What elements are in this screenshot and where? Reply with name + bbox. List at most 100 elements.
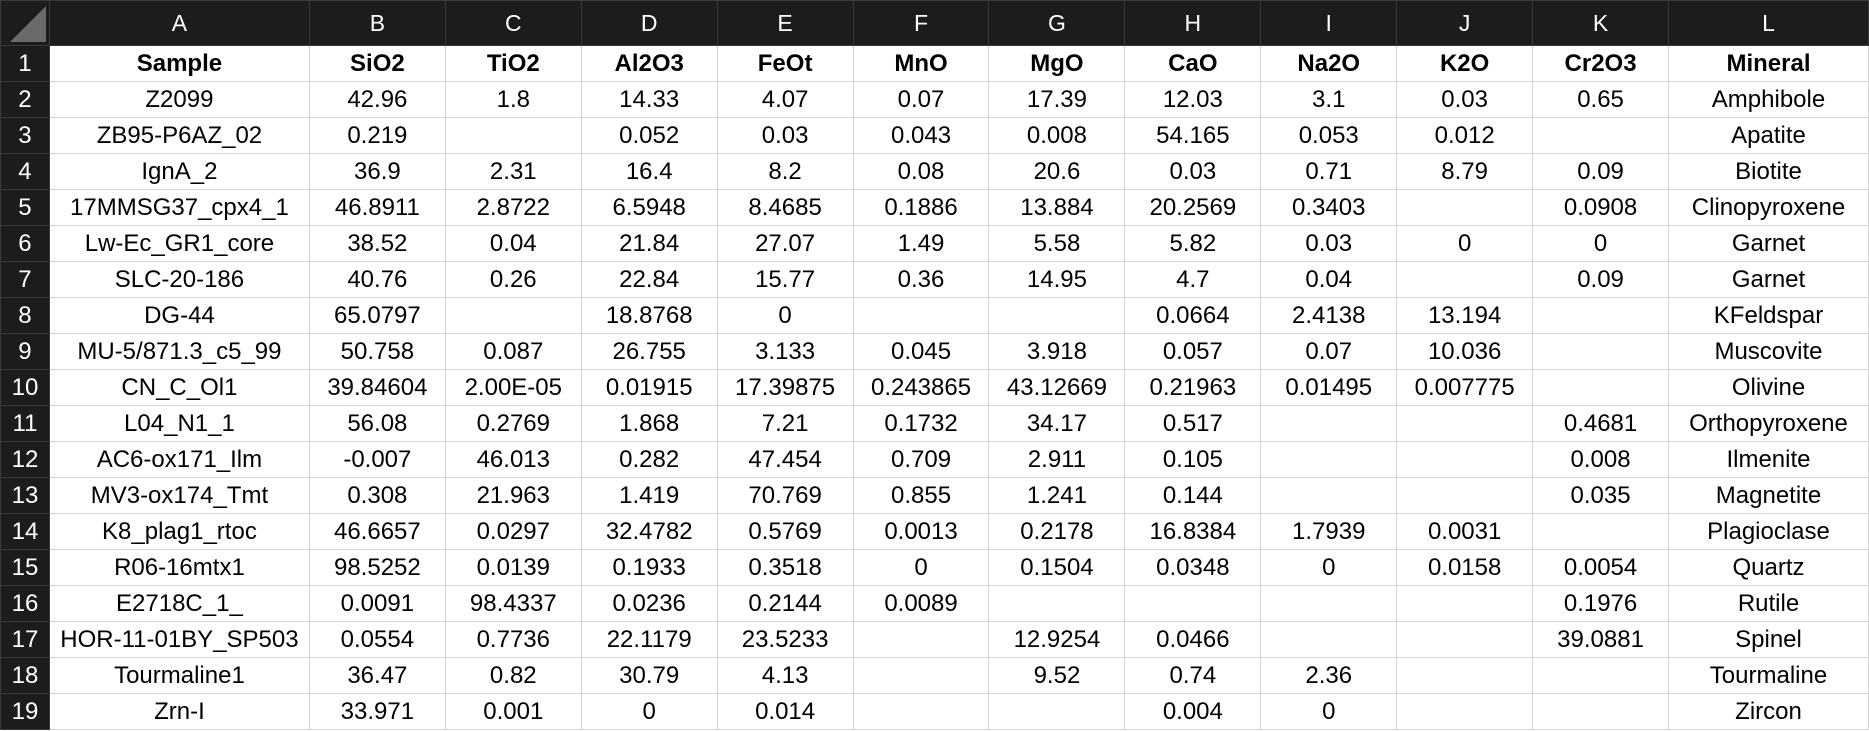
cell-k10[interactable] bbox=[1532, 369, 1669, 406]
cell-c3[interactable] bbox=[444, 117, 582, 154]
cell-f16[interactable]: 0.0089 bbox=[852, 585, 990, 622]
cell-i2[interactable]: 3.1 bbox=[1260, 81, 1398, 118]
cell-e10[interactable]: 17.39875 bbox=[716, 369, 854, 406]
row-header[interactable]: 17 bbox=[0, 621, 50, 658]
cell-b3[interactable]: 0.219 bbox=[308, 117, 446, 154]
row-header[interactable]: 13 bbox=[0, 477, 50, 514]
cell-i17[interactable] bbox=[1260, 621, 1398, 658]
cell-a18[interactable]: Tourmaline1 bbox=[48, 657, 310, 694]
row-header[interactable]: 15 bbox=[0, 549, 50, 586]
cell-d19[interactable]: 0 bbox=[580, 693, 718, 730]
cell-f9[interactable]: 0.045 bbox=[852, 333, 990, 370]
cell-a19[interactable]: Zrn-I bbox=[48, 693, 310, 730]
cell-i1[interactable]: Na2O bbox=[1260, 45, 1398, 82]
cell-i6[interactable]: 0.03 bbox=[1260, 225, 1398, 262]
column-header-a[interactable]: A bbox=[48, 0, 310, 46]
cell-e7[interactable]: 15.77 bbox=[716, 261, 854, 298]
cell-g7[interactable]: 14.95 bbox=[988, 261, 1126, 298]
cell-h9[interactable]: 0.057 bbox=[1124, 333, 1262, 370]
cell-b5[interactable]: 46.8911 bbox=[308, 189, 446, 226]
cell-e19[interactable]: 0.014 bbox=[716, 693, 854, 730]
cell-k3[interactable] bbox=[1532, 117, 1669, 154]
cell-d8[interactable]: 18.8768 bbox=[580, 297, 718, 334]
cell-h16[interactable] bbox=[1124, 585, 1262, 622]
cell-d16[interactable]: 0.0236 bbox=[580, 585, 718, 622]
cell-a1[interactable]: Sample bbox=[48, 45, 310, 82]
cell-f6[interactable]: 1.49 bbox=[852, 225, 990, 262]
cell-i3[interactable]: 0.053 bbox=[1260, 117, 1398, 154]
cell-d7[interactable]: 22.84 bbox=[580, 261, 718, 298]
cell-c19[interactable]: 0.001 bbox=[444, 693, 582, 730]
cell-f17[interactable] bbox=[852, 621, 990, 658]
cell-e1[interactable]: FeOt bbox=[716, 45, 854, 82]
cell-l6[interactable]: Garnet bbox=[1668, 225, 1869, 262]
cell-k19[interactable] bbox=[1532, 693, 1669, 730]
cell-i19[interactable]: 0 bbox=[1260, 693, 1398, 730]
cell-f8[interactable] bbox=[852, 297, 990, 334]
cell-g1[interactable]: MgO bbox=[988, 45, 1126, 82]
cell-i8[interactable]: 2.4138 bbox=[1260, 297, 1398, 334]
cell-j8[interactable]: 13.194 bbox=[1396, 297, 1534, 334]
cell-k18[interactable] bbox=[1532, 657, 1669, 694]
cell-e3[interactable]: 0.03 bbox=[716, 117, 854, 154]
cell-a11[interactable]: L04_N1_1 bbox=[48, 405, 310, 442]
row-header[interactable]: 3 bbox=[0, 117, 50, 154]
cell-g11[interactable]: 34.17 bbox=[988, 405, 1126, 442]
cell-b4[interactable]: 36.9 bbox=[308, 153, 446, 190]
cell-e15[interactable]: 0.3518 bbox=[716, 549, 854, 586]
cell-c9[interactable]: 0.087 bbox=[444, 333, 582, 370]
cell-l19[interactable]: Zircon bbox=[1668, 693, 1869, 730]
cell-c8[interactable] bbox=[444, 297, 582, 334]
cell-j5[interactable] bbox=[1396, 189, 1534, 226]
cell-a7[interactable]: SLC-20-186 bbox=[48, 261, 310, 298]
cell-j2[interactable]: 0.03 bbox=[1396, 81, 1534, 118]
cell-j11[interactable] bbox=[1396, 405, 1534, 442]
cell-g8[interactable] bbox=[988, 297, 1126, 334]
cell-b7[interactable]: 40.76 bbox=[308, 261, 446, 298]
cell-c14[interactable]: 0.0297 bbox=[444, 513, 582, 550]
cell-c18[interactable]: 0.82 bbox=[444, 657, 582, 694]
cell-a2[interactable]: Z2099 bbox=[48, 81, 310, 118]
cell-f10[interactable]: 0.243865 bbox=[852, 369, 990, 406]
cell-j16[interactable] bbox=[1396, 585, 1534, 622]
row-header[interactable]: 16 bbox=[0, 585, 50, 622]
cell-k1[interactable]: Cr2O3 bbox=[1532, 45, 1669, 82]
cell-h2[interactable]: 12.03 bbox=[1124, 81, 1262, 118]
row-header[interactable]: 5 bbox=[0, 189, 50, 226]
cell-a14[interactable]: K8_plag1_rtoc bbox=[48, 513, 310, 550]
column-header-h[interactable]: H bbox=[1124, 0, 1262, 46]
cell-h19[interactable]: 0.004 bbox=[1124, 693, 1262, 730]
cell-k7[interactable]: 0.09 bbox=[1532, 261, 1669, 298]
cell-e11[interactable]: 7.21 bbox=[716, 405, 854, 442]
cell-j7[interactable] bbox=[1396, 261, 1534, 298]
row-header[interactable]: 10 bbox=[0, 369, 50, 406]
cell-a12[interactable]: AC6-ox171_Ilm bbox=[48, 441, 310, 478]
row-header[interactable]: 18 bbox=[0, 657, 50, 694]
cell-a4[interactable]: IgnA_2 bbox=[48, 153, 310, 190]
cell-k2[interactable]: 0.65 bbox=[1532, 81, 1669, 118]
cell-j18[interactable] bbox=[1396, 657, 1534, 694]
cell-l14[interactable]: Plagioclase bbox=[1668, 513, 1869, 550]
cell-b17[interactable]: 0.0554 bbox=[308, 621, 446, 658]
cell-j10[interactable]: 0.007775 bbox=[1396, 369, 1534, 406]
cell-b16[interactable]: 0.0091 bbox=[308, 585, 446, 622]
cell-l5[interactable]: Clinopyroxene bbox=[1668, 189, 1869, 226]
cell-f2[interactable]: 0.07 bbox=[852, 81, 990, 118]
cell-h17[interactable]: 0.0466 bbox=[1124, 621, 1262, 658]
cell-h8[interactable]: 0.0664 bbox=[1124, 297, 1262, 334]
cell-c15[interactable]: 0.0139 bbox=[444, 549, 582, 586]
cell-d13[interactable]: 1.419 bbox=[580, 477, 718, 514]
cell-a6[interactable]: Lw-Ec_GR1_core bbox=[48, 225, 310, 262]
cell-e14[interactable]: 0.5769 bbox=[716, 513, 854, 550]
cell-g13[interactable]: 1.241 bbox=[988, 477, 1126, 514]
select-all-corner[interactable] bbox=[0, 0, 50, 46]
row-header[interactable]: 8 bbox=[0, 297, 50, 334]
row-header[interactable]: 12 bbox=[0, 441, 50, 478]
cell-j9[interactable]: 10.036 bbox=[1396, 333, 1534, 370]
cell-i13[interactable] bbox=[1260, 477, 1398, 514]
cell-k11[interactable]: 0.4681 bbox=[1532, 405, 1669, 442]
cell-g15[interactable]: 0.1504 bbox=[988, 549, 1126, 586]
cell-l1[interactable]: Mineral bbox=[1668, 45, 1869, 82]
cell-g5[interactable]: 13.884 bbox=[988, 189, 1126, 226]
cell-f4[interactable]: 0.08 bbox=[852, 153, 990, 190]
